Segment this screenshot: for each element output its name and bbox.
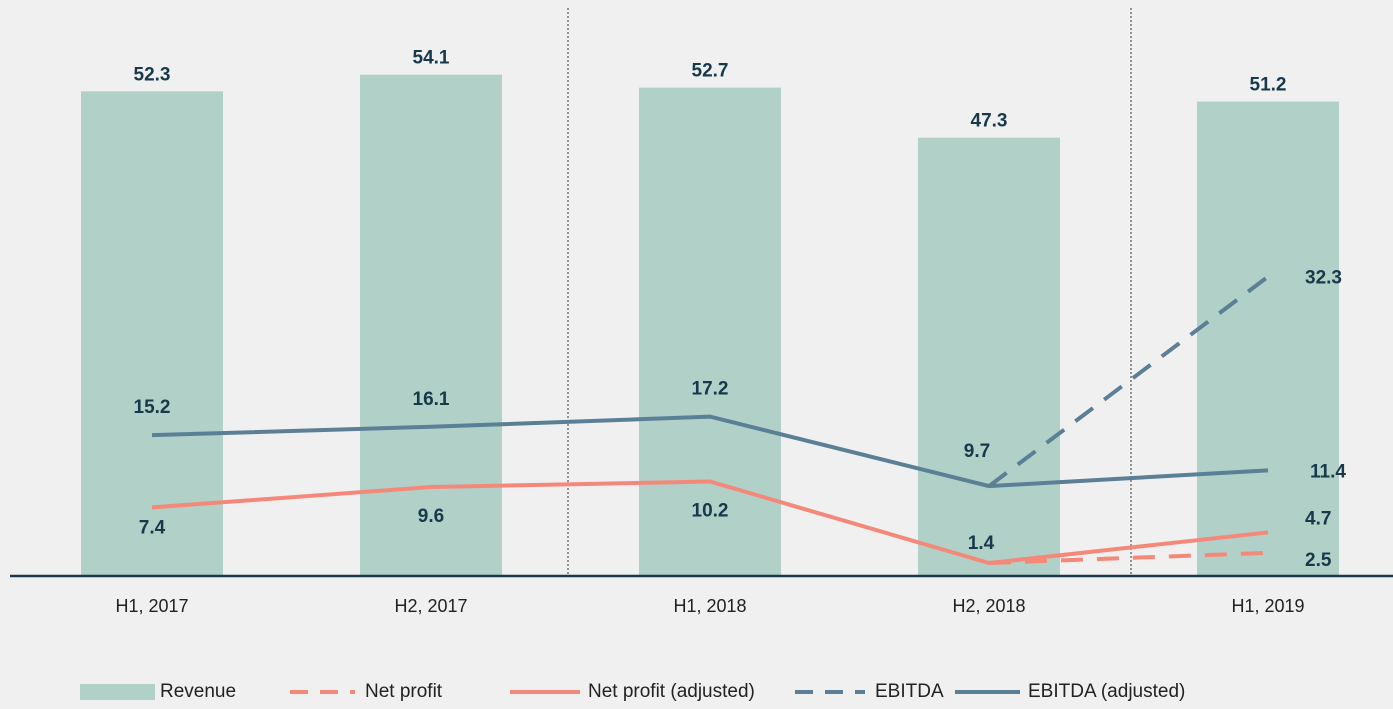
legend-label: EBITDA (adjusted) xyxy=(1028,681,1185,702)
labels: 52.3 54.1 52.7 47.3 51.2 2.5 7.4 9.6 10.2 1.4 4.7 3… xyxy=(134,48,1347,571)
legend-label: Net profit (adjusted) xyxy=(588,681,755,702)
data-label: 11.4 xyxy=(1310,461,1346,482)
bar xyxy=(360,74,502,576)
line xyxy=(151,414,1269,489)
x-tick-label: H1, 2019 xyxy=(1231,596,1304,616)
data-label: 9.7 xyxy=(964,441,990,462)
data-label: 4.7 xyxy=(1305,508,1331,529)
data-label: 54.1 xyxy=(413,48,450,69)
data-label: 47.3 xyxy=(971,111,1008,132)
bar xyxy=(918,137,1060,577)
data-label: 16.1 xyxy=(413,389,450,410)
x-tick-label: H2, 2018 xyxy=(952,596,1025,616)
data-label: 32.3 xyxy=(1305,268,1342,289)
lines xyxy=(151,275,1270,566)
bar xyxy=(1197,101,1339,577)
x-tick-label: H1, 2018 xyxy=(673,596,746,616)
data-label: 52.3 xyxy=(134,64,171,85)
data-label: 7.4 xyxy=(139,517,166,538)
legend-label: Revenue xyxy=(160,681,236,702)
legend-swatch xyxy=(80,684,155,700)
data-label: 52.7 xyxy=(692,61,729,82)
legend-label: EBITDA xyxy=(875,681,944,702)
x-tick-label: H2, 2017 xyxy=(394,596,467,616)
data-label: 2.5 xyxy=(1305,550,1332,571)
data-label: 10.2 xyxy=(692,500,729,521)
data-label: 15.2 xyxy=(134,397,171,418)
bar xyxy=(81,91,223,576)
data-label: 1.4 xyxy=(968,533,995,554)
line xyxy=(988,550,1269,566)
x-tick-label: H1, 2017 xyxy=(115,596,188,616)
data-label: 9.6 xyxy=(418,506,444,527)
line xyxy=(987,275,1270,488)
data-label: 17.2 xyxy=(692,379,729,400)
line xyxy=(151,479,1269,566)
data-label: 51.2 xyxy=(1250,75,1287,96)
legend-label: Net profit xyxy=(365,681,443,702)
